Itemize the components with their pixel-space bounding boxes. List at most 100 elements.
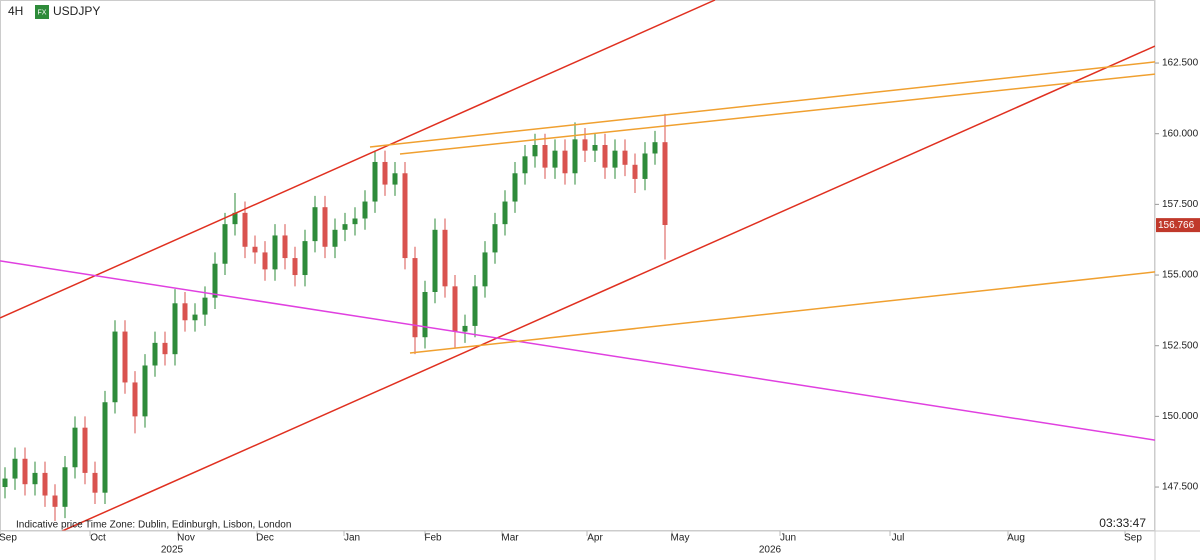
candle-body bbox=[362, 201, 368, 219]
candle-body bbox=[372, 161, 378, 202]
candle-body bbox=[602, 145, 608, 168]
candle-body bbox=[242, 212, 248, 247]
candle-body bbox=[582, 139, 588, 151]
candle-body bbox=[542, 145, 548, 168]
candle-body bbox=[432, 229, 438, 292]
candle-body bbox=[552, 150, 558, 168]
x-tick-label: Jan bbox=[344, 533, 360, 544]
candle-body bbox=[442, 229, 448, 287]
candle-body bbox=[632, 164, 638, 179]
candle-body bbox=[12, 458, 18, 479]
candle-body bbox=[92, 472, 98, 493]
x-tick-label: Mar bbox=[501, 533, 519, 544]
candle-body bbox=[42, 472, 48, 496]
candle-body bbox=[532, 145, 538, 157]
candle-body bbox=[282, 235, 288, 259]
candle-body bbox=[502, 201, 508, 225]
y-tick-label: 162.500 bbox=[1162, 58, 1199, 69]
candle-body bbox=[622, 150, 628, 165]
candle-body bbox=[492, 224, 498, 253]
y-tick-label: 150.000 bbox=[1162, 411, 1199, 422]
candle-body bbox=[402, 173, 408, 259]
clock: 03:33:47 bbox=[1099, 516, 1146, 530]
x-tick-label: Aug bbox=[1007, 533, 1025, 544]
candle-body bbox=[222, 224, 228, 264]
candle-body bbox=[592, 145, 598, 151]
candle-body bbox=[522, 156, 528, 174]
x-tick-label: Feb bbox=[424, 533, 442, 544]
x-tick-label: Jul bbox=[892, 533, 905, 544]
y-tick-label: 157.500 bbox=[1162, 199, 1199, 210]
plot-layer bbox=[0, 0, 1155, 531]
candle-body bbox=[452, 286, 458, 332]
candle-body bbox=[562, 150, 568, 174]
candle-body bbox=[272, 235, 278, 270]
x-tick-label: Dec bbox=[256, 533, 274, 544]
x-tick-label: Jun bbox=[780, 533, 796, 544]
candle-body bbox=[152, 342, 158, 366]
trendline bbox=[0, 0, 716, 319]
candle-body bbox=[292, 258, 298, 276]
candle-body bbox=[212, 263, 218, 298]
candle-body bbox=[302, 241, 308, 276]
candle-body bbox=[182, 303, 188, 321]
candle-body bbox=[192, 314, 198, 321]
x-tick-label: Nov bbox=[177, 533, 195, 544]
candle-body bbox=[412, 258, 418, 338]
candle-body bbox=[62, 467, 68, 507]
y-tick-label: 147.500 bbox=[1162, 482, 1199, 493]
plot-area bbox=[0, 0, 1155, 531]
candle-body bbox=[52, 495, 58, 507]
fx-icon bbox=[35, 5, 49, 19]
candle-body bbox=[392, 173, 398, 185]
x-tick-label: Sep bbox=[0, 533, 17, 544]
candle-body bbox=[482, 252, 488, 287]
candle-body bbox=[512, 173, 518, 202]
candle-body bbox=[232, 212, 238, 225]
timeframe: 4H bbox=[8, 4, 23, 18]
candle-body bbox=[312, 207, 318, 242]
trendline bbox=[0, 260, 1155, 441]
candle-body bbox=[422, 291, 428, 338]
candle-body bbox=[352, 218, 358, 225]
candle-body bbox=[202, 297, 208, 315]
candle-body bbox=[102, 402, 108, 493]
footer-note: Indicative price bbox=[16, 520, 83, 531]
trendline bbox=[409, 271, 1155, 354]
candle-body bbox=[122, 331, 128, 383]
candle-body bbox=[112, 331, 118, 403]
candle-body bbox=[142, 365, 148, 417]
candle-body bbox=[472, 286, 478, 326]
candle-body bbox=[572, 139, 578, 174]
candle-body bbox=[162, 342, 168, 355]
candle-body bbox=[262, 252, 268, 270]
x-tick-label: Oct bbox=[90, 533, 106, 544]
candle-body bbox=[72, 427, 78, 468]
candle-body bbox=[132, 382, 138, 417]
y-tick-label: 160.000 bbox=[1162, 128, 1199, 139]
trendline bbox=[399, 73, 1155, 155]
trendline bbox=[60, 45, 1155, 531]
y-tick-label: 152.500 bbox=[1162, 340, 1199, 351]
candle-body bbox=[382, 161, 388, 185]
candle-body bbox=[322, 207, 328, 247]
candle-body bbox=[2, 478, 8, 488]
last-price-box bbox=[1156, 218, 1200, 233]
candle-body bbox=[32, 472, 38, 485]
last-price-label: 156.766 bbox=[1158, 220, 1195, 231]
candle-body bbox=[82, 427, 88, 473]
candle-body bbox=[252, 246, 258, 253]
x-tick-label: Sep bbox=[1124, 533, 1142, 544]
x-tick-label: Apr bbox=[587, 533, 603, 544]
candle-body bbox=[462, 325, 468, 332]
candle-body bbox=[342, 224, 348, 230]
candle-body bbox=[22, 458, 28, 485]
candle-body bbox=[642, 153, 648, 179]
year-label: 2025 bbox=[161, 545, 184, 556]
year-label: 2026 bbox=[759, 545, 782, 556]
candle-body bbox=[612, 150, 618, 168]
candle-body bbox=[172, 303, 178, 355]
trendline bbox=[369, 61, 1155, 148]
timezone: Time Zone: Dublin, Edinburgh, Lisbon, Lo… bbox=[85, 520, 291, 531]
